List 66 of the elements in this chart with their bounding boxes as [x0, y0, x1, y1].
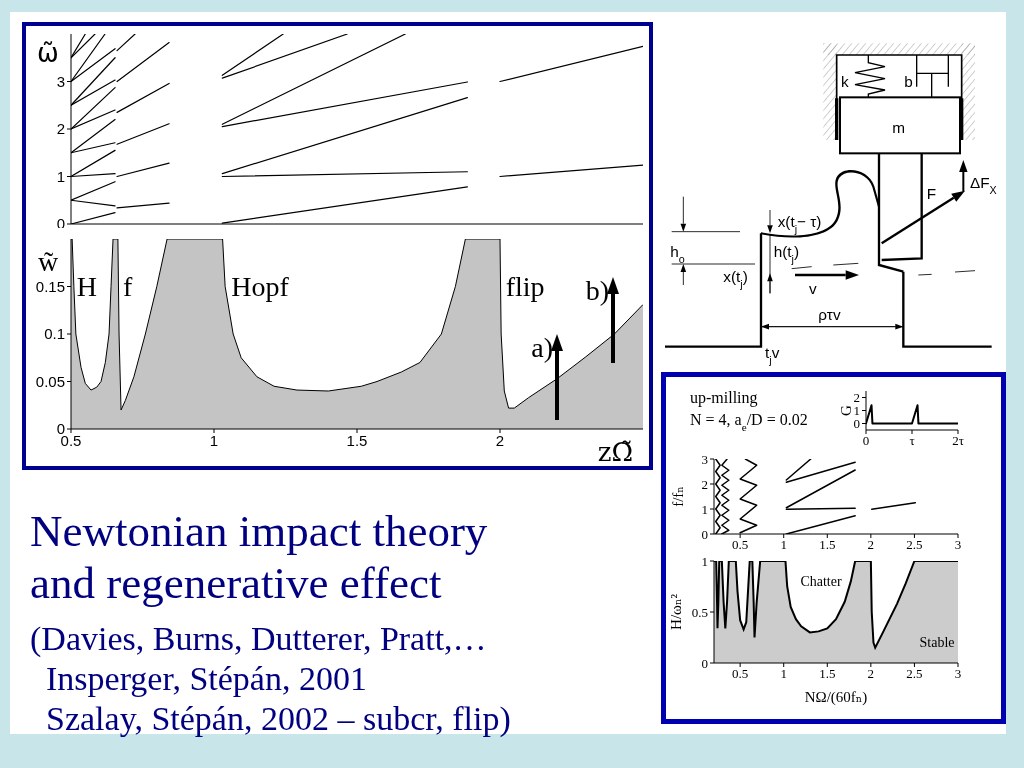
y-tick-label: 2 [701, 476, 708, 492]
y-tick-label: 0.5 [691, 604, 708, 620]
annotation: Chatter [800, 574, 842, 589]
y-tick-label: 1 [701, 553, 708, 569]
text: F [926, 185, 937, 203]
x-tick-label: 1 [780, 666, 787, 682]
text: t$_{j}$v [765, 344, 780, 367]
x-axis-title: zΩ̃ [597, 437, 633, 467]
x-tick-label: 0.5 [732, 537, 749, 553]
x-tick-label: τ [909, 433, 915, 449]
text: h(t$_{j}$) [773, 243, 800, 266]
text: m [892, 119, 906, 137]
y-tick-label: 2 [853, 390, 860, 406]
y-tick-label: 0.1 [44, 325, 65, 343]
y-tick-label: 1 [56, 167, 65, 185]
y-tick-label: 0.15 [35, 277, 65, 295]
annotation: b) [585, 275, 609, 306]
x-tick-label: 1 [209, 431, 219, 449]
y-tick-label: 0 [853, 416, 860, 432]
text: k [841, 72, 849, 90]
annotation: f [123, 271, 134, 302]
annotation: H [76, 271, 97, 302]
y-tick-label: 0.05 [35, 372, 65, 390]
text: ΔF$_{X}$ [970, 174, 997, 197]
text: x(t$_{j}$) [723, 267, 748, 290]
x-tick-label: 2τ [952, 433, 964, 449]
y-tick-label: 3 [56, 72, 65, 90]
x-tick-label: 2 [867, 537, 875, 553]
y-axis-title: ω̃ [37, 38, 59, 68]
text: h$_{o}$ [670, 243, 685, 266]
x-tick-label: 2.5 [906, 666, 923, 682]
y-tick-label: 1 [701, 501, 708, 517]
annotation: a) [531, 332, 553, 363]
y-tick-label: 2 [56, 120, 65, 138]
x-tick-label: 0.5 [732, 666, 749, 682]
y-tick-label: 0 [701, 655, 708, 671]
y-axis-title: H/ωₙ² [668, 593, 685, 630]
y-axis-title: w̃ [37, 246, 59, 277]
text: (Davies, Burns, Dutterer, Pratt,… [30, 619, 488, 659]
y-tick-label: 3 [701, 451, 708, 467]
x-tick-label: 1.5 [346, 431, 368, 449]
x-tick-label: 2 [867, 666, 875, 682]
text: b [904, 72, 913, 90]
x-tick-label: 2.5 [906, 537, 923, 553]
x-tick-label: 1.5 [819, 666, 836, 682]
x-tick-label: 3 [954, 666, 962, 682]
x-tick-label: 1 [780, 537, 787, 553]
text: Newtonian impact theory and regenerative effect [30, 505, 489, 609]
text: ρτv [818, 306, 841, 323]
text: x(t$_{j}$− τ) [777, 213, 822, 236]
y-axis-title: f/fₙ [670, 486, 687, 507]
text: N = 4, a$_{e}$/D = 0.02 [690, 411, 808, 433]
x-axis-title: NΩ/(60fₙ) [804, 689, 868, 706]
text: v [809, 280, 817, 297]
annotation: Hopf [231, 271, 290, 302]
text: up-milling [690, 389, 758, 407]
y-tick-label: 1 [853, 403, 860, 419]
annotation: flip [505, 271, 545, 302]
x-tick-label: 2 [495, 431, 505, 449]
annotation: Stable [919, 635, 955, 650]
x-tick-label: 1.5 [819, 537, 836, 553]
x-tick-label: 3 [954, 537, 962, 553]
y-tick-label: 0 [701, 526, 708, 542]
text: Szalay, Stépán, 2002 – subcr, flip) [45, 699, 512, 739]
y-axis-title: G [838, 404, 855, 416]
text: Insperger, Stépán, 2001 [45, 659, 368, 699]
